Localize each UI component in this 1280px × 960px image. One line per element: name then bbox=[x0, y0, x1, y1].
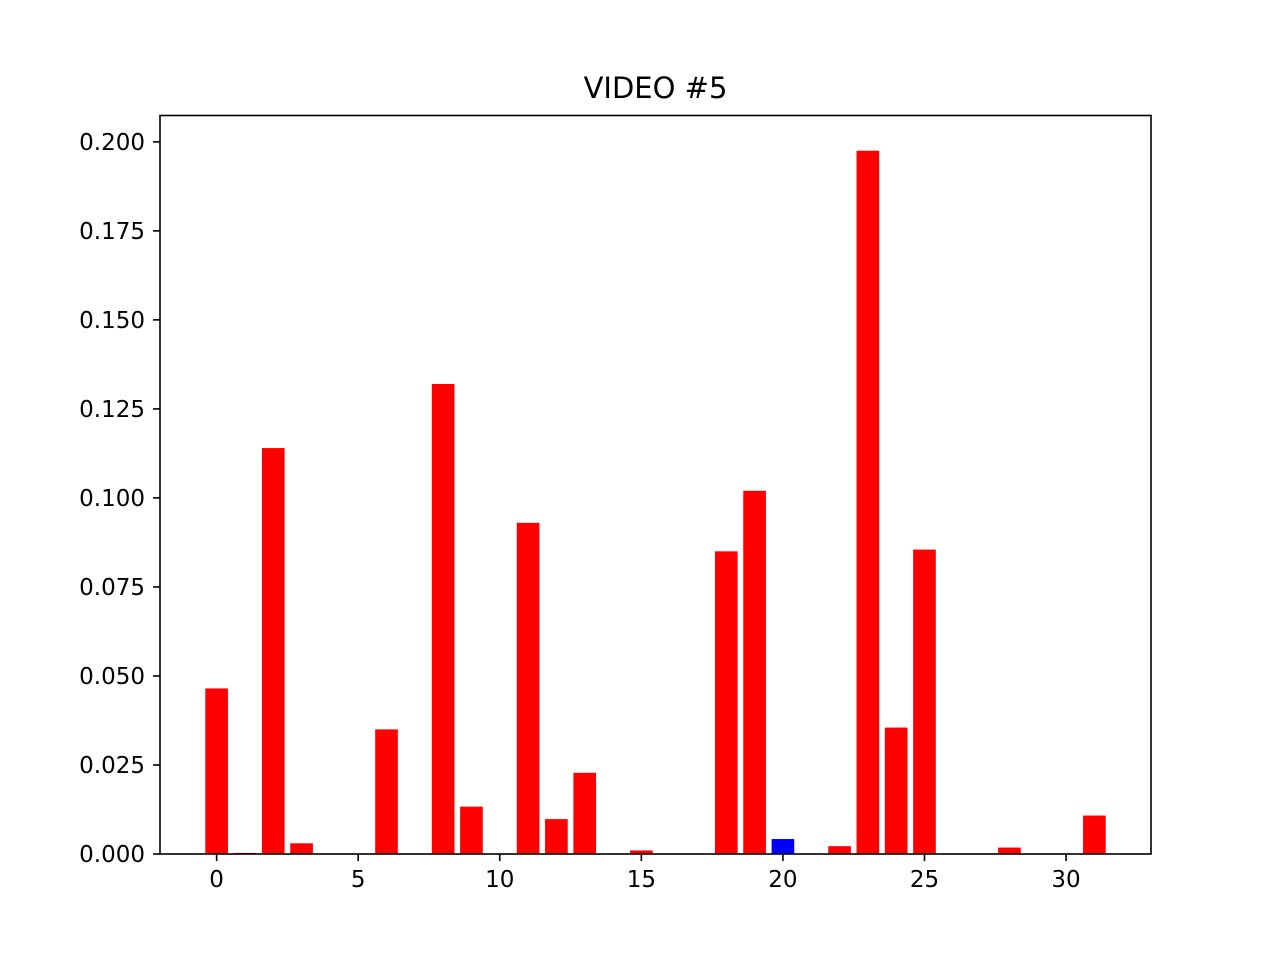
bar-3 bbox=[290, 843, 313, 854]
bar-25 bbox=[913, 549, 936, 854]
bar-6 bbox=[375, 729, 398, 854]
bars-group bbox=[205, 150, 1106, 854]
y-tick-label: 0.025 bbox=[79, 753, 145, 779]
x-tick-label: 20 bbox=[768, 867, 797, 893]
bar-0 bbox=[205, 688, 228, 854]
x-axis-ticks: 0 5 10 15 20 25 30 bbox=[209, 854, 1081, 893]
y-tick-label: 0.200 bbox=[79, 130, 145, 156]
bar-20 bbox=[771, 839, 795, 854]
plot-frame bbox=[159, 114, 1152, 855]
bar-24 bbox=[884, 727, 908, 854]
bar-18 bbox=[714, 551, 738, 854]
x-tick-label: 15 bbox=[627, 867, 656, 893]
y-tick-label: 0.000 bbox=[79, 842, 145, 868]
bar-31 bbox=[1083, 815, 1106, 854]
bar-23 bbox=[856, 150, 880, 854]
y-tick-label: 0.050 bbox=[79, 664, 145, 690]
y-tick-label: 0.125 bbox=[79, 397, 145, 423]
bar-2 bbox=[261, 448, 285, 854]
bar-15 bbox=[630, 850, 653, 854]
bar-11 bbox=[516, 522, 540, 854]
y-tick-label: 0.175 bbox=[79, 219, 145, 245]
bar-22 bbox=[828, 846, 851, 854]
x-tick-label: 30 bbox=[1051, 867, 1080, 893]
bar-8 bbox=[431, 383, 455, 854]
y-tick-label: 0.150 bbox=[79, 308, 145, 334]
bar-28 bbox=[998, 847, 1021, 854]
y-tick-label: 0.100 bbox=[79, 486, 145, 512]
x-tick-label: 10 bbox=[485, 867, 514, 893]
x-tick-label: 0 bbox=[209, 867, 224, 893]
bar-19 bbox=[743, 490, 766, 854]
x-tick-label: 25 bbox=[910, 867, 939, 893]
y-tick-label: 0.075 bbox=[79, 575, 145, 601]
y-axis-ticks: 0.000 0.025 0.050 0.075 0.100 0.125 0.150 0.175… bbox=[79, 130, 160, 868]
bar-12 bbox=[545, 819, 568, 854]
bar-13 bbox=[573, 772, 597, 854]
chart-title: VIDEO #5 bbox=[584, 71, 728, 105]
bar-9 bbox=[460, 806, 483, 854]
x-tick-label: 5 bbox=[351, 867, 366, 893]
